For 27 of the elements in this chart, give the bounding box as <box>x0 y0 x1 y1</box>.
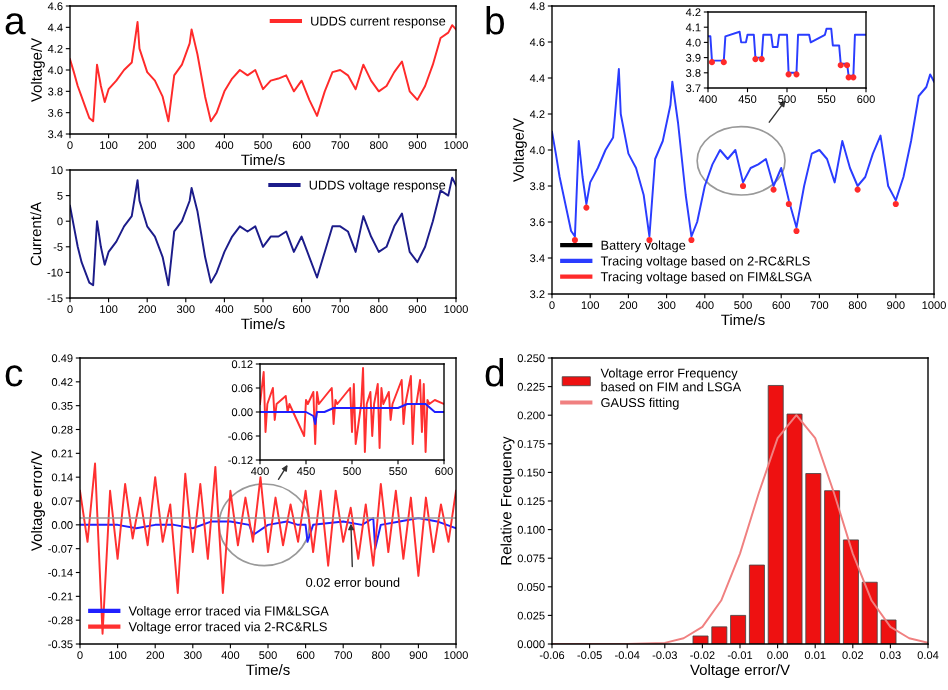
point <box>854 186 861 193</box>
point <box>571 236 578 244</box>
chart-title: a <box>5 13 26 35</box>
point <box>850 74 857 81</box>
point <box>739 182 747 190</box>
line-series <box>70 176 456 287</box>
point <box>785 71 792 78</box>
line-series <box>80 517 456 550</box>
point <box>843 62 851 69</box>
point <box>785 200 792 208</box>
point <box>758 56 765 63</box>
point <box>770 186 777 193</box>
line-series <box>80 462 456 635</box>
line-series <box>260 403 444 425</box>
point <box>837 62 844 69</box>
point <box>752 56 759 63</box>
point <box>892 200 899 208</box>
point <box>708 59 716 66</box>
chart-title: d <box>485 358 504 387</box>
chart-title: b <box>486 6 504 35</box>
point <box>720 59 727 66</box>
chart-title: c <box>5 365 23 387</box>
point <box>793 227 800 235</box>
line-series <box>260 367 444 453</box>
point <box>793 71 800 78</box>
point <box>688 236 695 244</box>
point <box>583 204 590 211</box>
